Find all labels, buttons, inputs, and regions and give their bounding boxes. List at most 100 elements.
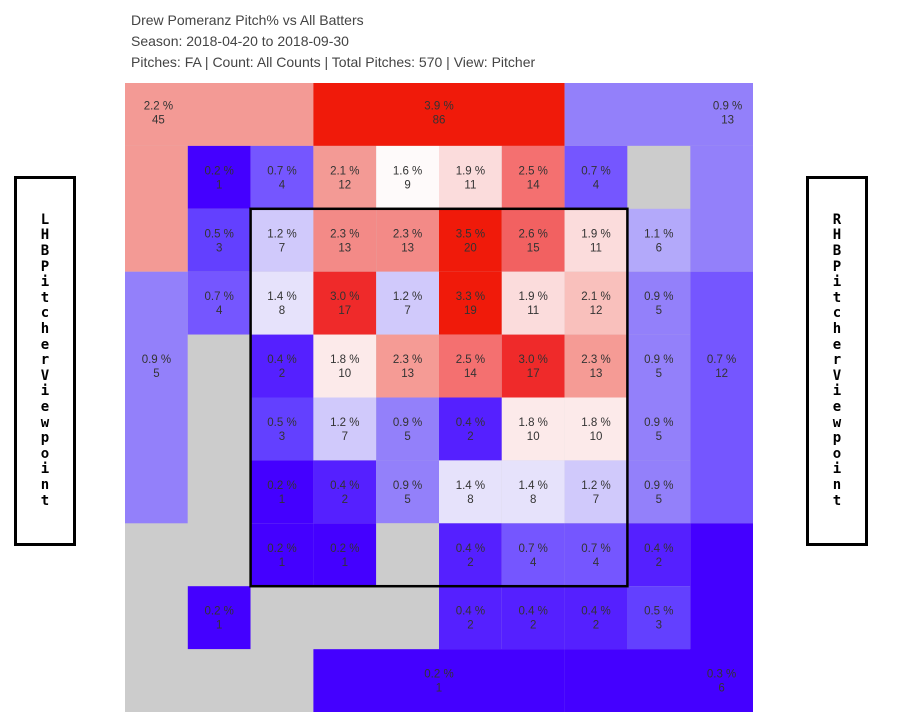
cell-r1-c4 (376, 145, 439, 209)
cell-r3-c2-pct: 1.4 % (267, 291, 296, 303)
cell-r7-c3-pct: 0.2 % (330, 543, 359, 555)
cell-r5-c1 (187, 397, 251, 461)
cell-r6-c2-count: 1 (279, 494, 285, 506)
cell-r5-c8 (627, 397, 691, 461)
cell-r5-c8-pct: 0.9 % (644, 417, 673, 429)
cell-r8-c1-count: 1 (216, 620, 222, 632)
cell-r4-c8-count: 5 (656, 368, 662, 380)
cell-r3-c1 (187, 271, 251, 335)
cell-r3-c2 (250, 271, 314, 335)
cell-r4-c4 (376, 334, 439, 398)
cell-r3-c2-count: 8 (279, 305, 285, 317)
cell-r1-c1-pct: 0.2 % (204, 165, 233, 177)
cell-r7-c2-pct: 0.2 % (267, 543, 296, 555)
cell-r2-c2 (250, 208, 314, 272)
outer-zone-top-left-label-pct: 2.2 % (144, 100, 173, 112)
cell-r4-c6 (501, 334, 565, 398)
cell-r8-c4 (376, 586, 439, 650)
cell-r1-c6-pct: 2.5 % (518, 165, 547, 177)
cell-r6-c8 (627, 460, 691, 524)
lhb-viewpoint-text: L H B P i t c h e r V i e w p o i n t (40, 211, 50, 509)
cell-r6-c3 (313, 460, 377, 524)
cell-r2-c1-pct: 0.5 % (204, 228, 233, 240)
cell-r3-c7-count: 12 (590, 305, 603, 317)
cell-r8-c1-pct: 0.2 % (204, 606, 233, 618)
cell-r4-c3-count: 10 (338, 368, 351, 380)
cell-r2-c6-pct: 2.6 % (518, 228, 547, 240)
cell-r8-c7 (564, 586, 628, 650)
cell-r3-c5-count: 19 (464, 305, 477, 317)
cell-r2-c8-count: 6 (656, 242, 662, 254)
cell-r7-c6-pct: 0.7 % (518, 543, 547, 555)
cell-r3-c7 (564, 271, 628, 335)
cell-r7-c2 (250, 523, 314, 587)
cell-r3-c6-pct: 1.9 % (518, 291, 547, 303)
outer-zone-top-left-ext (125, 145, 188, 272)
cell-r7-c1 (187, 523, 251, 587)
outer-zone-top-right-label-pct: 0.9 % (713, 100, 742, 112)
cell-r3-c4-pct: 1.2 % (393, 291, 422, 303)
cell-r4-c4-count: 13 (401, 368, 414, 380)
cell-r5-c6-pct: 1.8 % (518, 417, 547, 429)
outer-zone-top-center-label-count: 86 (433, 114, 446, 126)
cell-r1-c2-pct: 0.7 % (267, 165, 296, 177)
cell-r8-c8 (627, 586, 691, 650)
cell-r8-c6-count: 2 (530, 620, 536, 632)
cell-r1-c7-count: 4 (593, 179, 600, 191)
cell-r4-c8 (627, 334, 691, 398)
outer-zone-top-right-ext (690, 145, 753, 272)
cell-r5-c4 (376, 397, 439, 461)
rhb-viewpoint-text: R H B P i t c h e r V i e w p o i n t (832, 211, 842, 509)
cell-r4-c3-pct: 1.8 % (330, 354, 359, 366)
cell-r8-c7-count: 2 (593, 620, 599, 632)
cell-r6-c6 (501, 460, 565, 524)
strike-zone-outline (249, 207, 629, 588)
cell-r1-c7-pct: 0.7 % (581, 165, 610, 177)
cell-r8-c5-count: 2 (467, 620, 473, 632)
cell-r2-c5 (439, 208, 502, 272)
cell-r3-c1-count: 4 (216, 305, 223, 317)
cell-r3-c8-count: 5 (656, 305, 662, 317)
cell-r7-c6 (501, 523, 565, 587)
outer-zone-left (125, 271, 188, 524)
cell-r3-c8 (627, 271, 691, 335)
cell-r3-c5 (439, 271, 502, 335)
cell-r1-c6 (501, 145, 565, 209)
outer-zone-right (690, 271, 753, 524)
cell-r6-c2 (250, 460, 314, 524)
cell-r3-c6 (501, 271, 565, 335)
cell-r1-c5-count: 11 (464, 179, 476, 191)
cell-r2-c4-pct: 2.3 % (393, 228, 422, 240)
cell-r5-c4-pct: 0.9 % (393, 417, 422, 429)
cell-r5-c7-count: 10 (590, 431, 603, 443)
cell-r4-c2-count: 2 (279, 368, 285, 380)
cell-r2-c6 (501, 208, 565, 272)
cell-r7-c7 (564, 523, 628, 587)
cell-r8-c3 (313, 586, 377, 650)
cell-r1-c4-pct: 1.6 % (393, 165, 422, 177)
cell-r5-c3-count: 7 (342, 431, 348, 443)
cell-r1-c1-count: 1 (216, 179, 222, 191)
cell-r6-c4-pct: 0.9 % (393, 480, 422, 492)
cell-r6-c2-pct: 0.2 % (267, 480, 296, 492)
cell-r1-c8 (627, 145, 691, 209)
cell-r2-c4 (376, 208, 439, 272)
cell-r8-c6-pct: 0.4 % (518, 606, 547, 618)
cell-r8-c6 (501, 586, 565, 650)
cell-r4-c8-pct: 0.9 % (644, 354, 673, 366)
cell-r4-c5 (439, 334, 502, 398)
cell-r3-c3-pct: 3.0 % (330, 291, 359, 303)
cell-r5-c3 (313, 397, 377, 461)
cell-r1-c5-pct: 1.9 % (456, 165, 485, 177)
cell-r8-c5 (439, 586, 502, 650)
cell-r6-c1 (187, 460, 251, 524)
cell-r5-c7 (564, 397, 628, 461)
cell-r2-c5-count: 20 (464, 242, 477, 254)
outer-zone-left-label-pct: 0.9 % (142, 354, 171, 366)
cell-r5-c5-pct: 0.4 % (456, 417, 485, 429)
cell-r5-c5 (439, 397, 502, 461)
cell-r6-c7-pct: 1.2 % (581, 480, 610, 492)
cell-r5-c2 (250, 397, 314, 461)
cell-r3-c1-pct: 0.7 % (204, 291, 233, 303)
